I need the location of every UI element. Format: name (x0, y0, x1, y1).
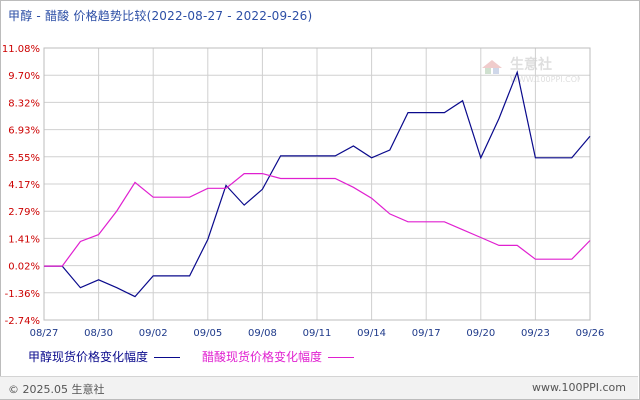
grid (43, 47, 591, 321)
x-tick-label: 09/17 (412, 328, 441, 339)
x-tick-label: 09/26 (576, 328, 605, 339)
x-tick-label: 09/11 (303, 328, 332, 339)
y-tick-label: -1.36% (5, 289, 40, 300)
legend-label-series1: 甲醇现货价格变化幅度 (28, 350, 149, 364)
x-tick-label: 08/30 (84, 328, 113, 339)
series-lines (44, 70, 591, 298)
y-tick-label: 6.93% (8, 126, 40, 137)
x-tick-label: 09/05 (193, 328, 222, 339)
legend-item-series1: 甲醇现货价格变化幅度 (28, 348, 181, 365)
legend-swatch-series1 (154, 357, 181, 358)
footer-bar: © 2025.05 生意社 www.100PPI.com (0, 376, 638, 399)
x-tick-label: 09/08 (248, 328, 277, 339)
y-tick-label: -2.74% (5, 316, 40, 327)
x-axis-ticks: 08/27 08/30 09/02 09/05 09/08 09/11 09/14 09/17… (30, 328, 605, 339)
watermark-name: 生意社 (510, 56, 552, 73)
legend-label-series2: 醋酸现货价格变化幅度 (202, 350, 323, 364)
y-tick-label: 0.02% (8, 262, 40, 273)
series-line-1 (44, 70, 591, 298)
chart-title: 甲醇 - 醋酸 价格趋势比较(2022-08-27 - 2022-09-26) (8, 9, 313, 23)
legend-item-series2: 醋酸现货价格变化幅度 (202, 348, 355, 365)
y-tick-label: 1.41% (8, 234, 40, 245)
watermark-url: WWW.100PPI.COM (510, 75, 580, 84)
x-tick-label: 09/02 (139, 328, 168, 339)
y-tick-label: 9.70% (8, 71, 40, 82)
y-tick-label: 4.17% (8, 180, 40, 191)
x-tick-label: 09/14 (357, 328, 386, 339)
y-tick-label: 2.79% (8, 207, 40, 218)
x-tick-label: 09/23 (521, 328, 550, 339)
footer-copyright: © 2025.05 生意社 (8, 383, 105, 396)
x-tick-label: 09/20 (466, 328, 495, 339)
y-tick-label: 11.08% (2, 44, 40, 55)
plot-border (43, 47, 591, 321)
series-line-2 (44, 173, 591, 267)
y-tick-label: 5.55% (8, 153, 40, 164)
footer-site-link[interactable]: www.100PPI.com (532, 381, 626, 394)
y-tick-label: 8.32% (8, 98, 40, 109)
watermark: 生意社 WWW.100PPI.COM (482, 56, 580, 84)
y-axis-ticks: 11.08% 9.70% 8.32% 6.93% 5.55% 4.17% 2.79% 1.41… (2, 44, 40, 327)
x-tick-label: 08/27 (30, 328, 59, 339)
watermark-logo (482, 60, 502, 74)
legend-swatch-series2 (328, 357, 355, 358)
